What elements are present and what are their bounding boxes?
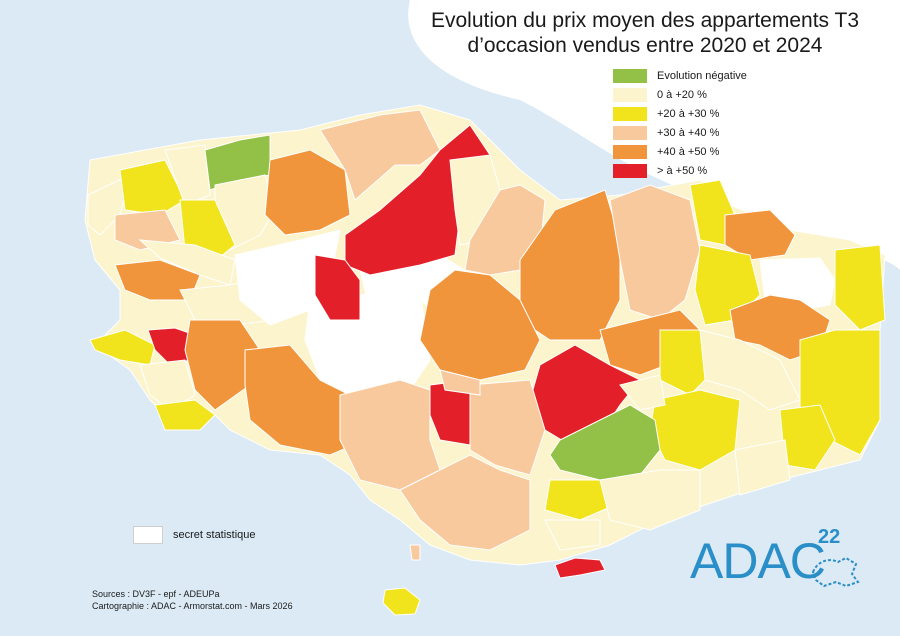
region-pontivy-light (439, 369, 481, 396)
adac-logo: ADAC 22 (690, 526, 865, 598)
region-ploermel-yellow (659, 329, 706, 396)
secret-label: secret statistique (173, 529, 256, 541)
legend-swatch (613, 163, 647, 178)
legend-item: +20 à +30 % (613, 104, 747, 123)
legend-label: > à +50 % (657, 164, 708, 177)
legend: Evolution négative 0 à +20 % +20 à +30 %… (613, 66, 747, 180)
region-se-light (734, 439, 791, 496)
legend-swatch (613, 87, 647, 102)
region-vannes-light (619, 374, 666, 411)
map-title: Evolution du prix moyen des appartements… (400, 8, 890, 58)
region-dinan (609, 184, 701, 321)
legend-swatch (613, 125, 647, 140)
legend-item: 0 à +20 % (613, 85, 747, 104)
sea-top-white (409, 0, 900, 115)
sources-credits: Sources : DV3F - epf - ADEUPa Cartograph… (92, 588, 293, 612)
secret-swatch (133, 526, 163, 544)
island-red-east (554, 557, 606, 579)
sources-line: Sources : DV3F - epf - ADEUPa (92, 589, 220, 599)
region-finistere-n1 (119, 159, 186, 216)
logo-superscript: 22 (818, 526, 841, 548)
region-chateaulin (184, 319, 261, 411)
region-vannes-yellow (544, 479, 616, 521)
region-muzillac-light (599, 469, 701, 531)
region-lannion (319, 109, 441, 201)
region-morlaix (264, 149, 351, 236)
island-quiberon (409, 544, 421, 561)
title-line-2: d’occasion vendus entre 2020 et 2024 (467, 34, 823, 57)
cartography-line: Cartographie : ADAC - Armorstat.com - Ma… (92, 601, 293, 611)
secret-legend: secret statistique (133, 526, 256, 544)
region-rhuys-light (544, 519, 601, 551)
legend-item: +40 à +50 % (613, 142, 747, 161)
region-pontivy (419, 269, 541, 381)
region-stmalo-orange (724, 209, 796, 261)
legend-label: +30 à +40 % (657, 126, 720, 139)
region-baud (469, 379, 546, 476)
legend-swatch (613, 144, 647, 159)
legend-item: > à +50 % (613, 161, 747, 180)
logo-text: ADAC (690, 533, 826, 589)
region-douarnenez (154, 399, 216, 431)
legend-label: Evolution négative (657, 69, 747, 82)
legend-item: Evolution négative (613, 66, 747, 85)
island-belle-ile (382, 587, 421, 616)
region-red-carhaix (314, 254, 361, 321)
region-green-south (549, 404, 661, 481)
legend-swatch (613, 68, 647, 83)
legend-label: 0 à +20 % (657, 88, 707, 101)
region-polygons (87, 109, 886, 551)
legend-item: +30 à +40 % (613, 123, 747, 142)
legend-swatch (613, 106, 647, 121)
region-finistere-n2 (164, 144, 211, 206)
logo-map-icon (811, 556, 860, 588)
region-fougeres-yellow (834, 244, 886, 331)
title-line-1: Evolution du prix moyen des appartements… (430, 9, 860, 32)
region-lorient (399, 454, 531, 551)
legend-label: +40 à +50 % (657, 145, 720, 158)
legend-label: +20 à +30 % (657, 107, 720, 120)
